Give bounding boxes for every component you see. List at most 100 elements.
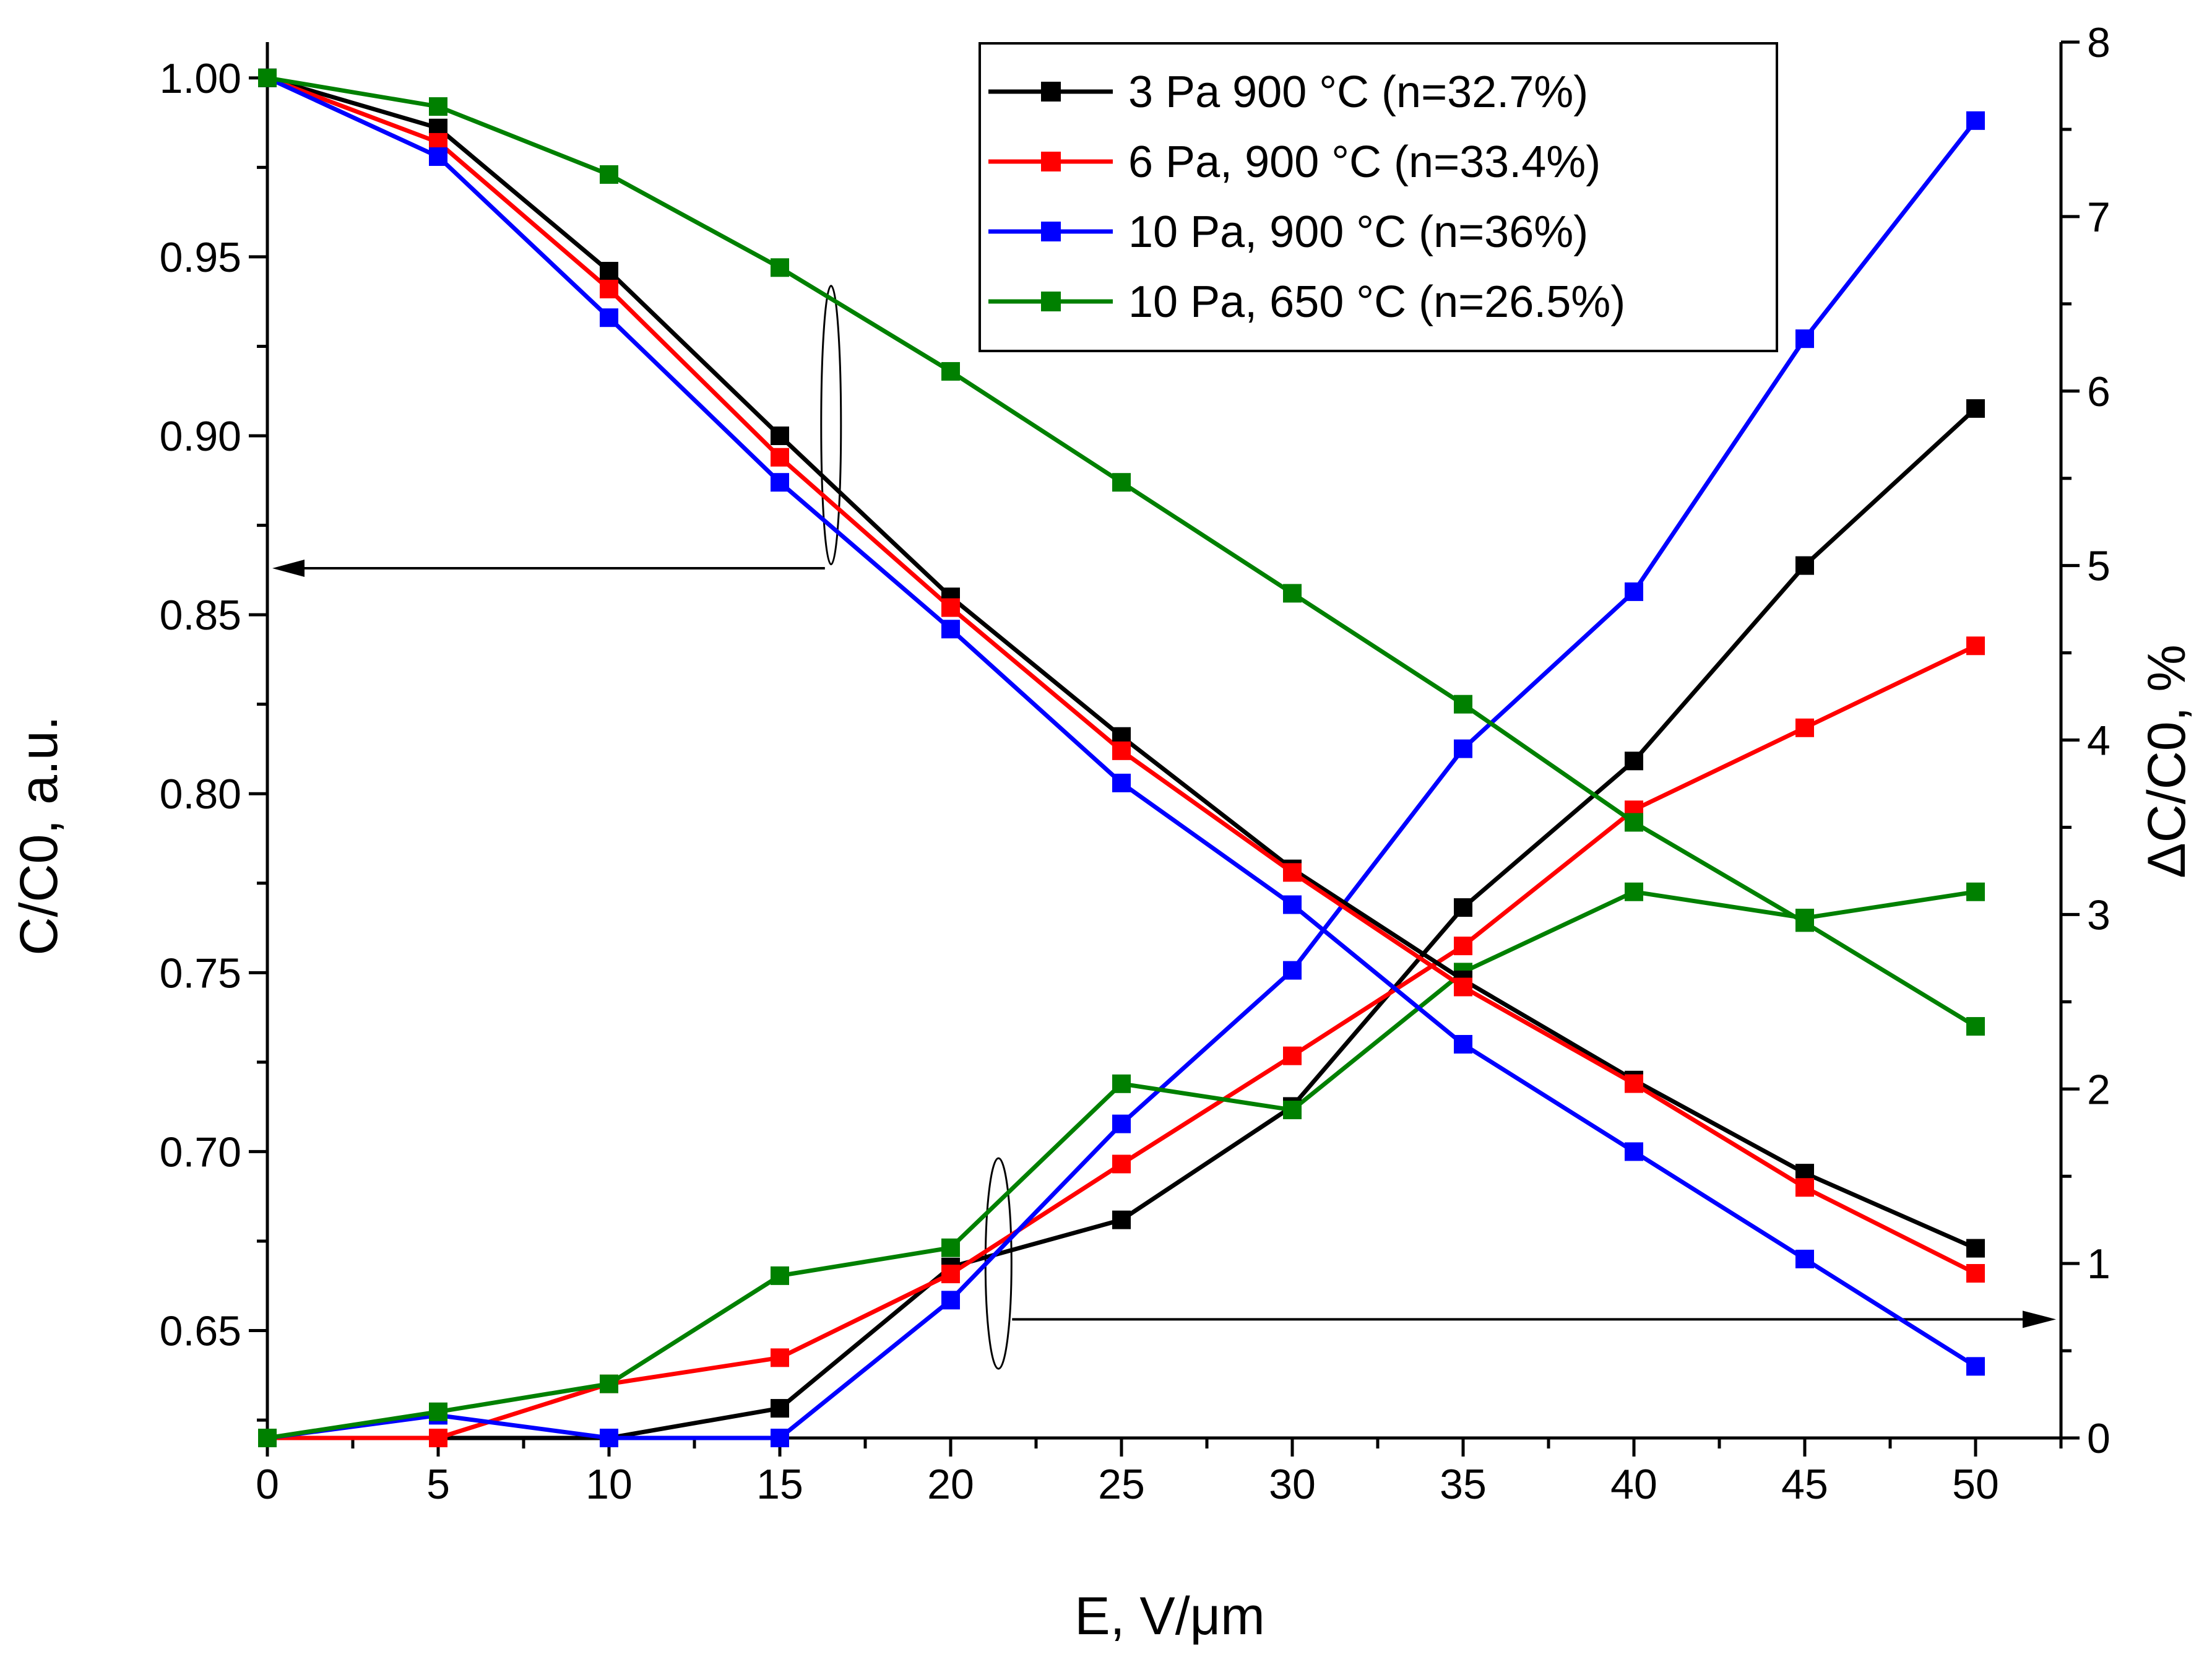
series-3-left-point [771, 258, 789, 277]
x-tick-label: 25 [1098, 1461, 1145, 1508]
series-1-left-point [1966, 1264, 1985, 1283]
right-axis-arrow-head [2023, 1310, 2056, 1328]
series-2-left-point [771, 473, 789, 492]
series-2-right-point [1966, 111, 1985, 130]
legend-swatch-marker [1041, 152, 1061, 171]
series-3-left-point [1454, 695, 1472, 714]
x-tick-label: 0 [256, 1461, 279, 1508]
annotations-group [272, 285, 2056, 1370]
series-3-left-point [600, 165, 618, 184]
series-0-right-point [1966, 399, 1985, 418]
x-tick-label: 15 [756, 1461, 803, 1508]
series-3-left-point [1625, 813, 1643, 832]
series-3-left-point [941, 362, 960, 381]
series-3-left-point [258, 68, 277, 87]
series-1-right-point [1112, 1154, 1131, 1174]
series-1-right-point [941, 1265, 960, 1284]
series-group [258, 68, 1985, 1447]
series-1-left-point [1625, 1074, 1643, 1093]
x-tick-label: 35 [1440, 1461, 1487, 1508]
series-2-right-point [1283, 961, 1302, 980]
legend: 3 Pa 900 °C (n=32.7%) 6 Pa, 900 °C (n=33.… [979, 42, 1778, 352]
series-0-right-point [1112, 1210, 1131, 1229]
y-left-tick-label: 0.70 [160, 1128, 241, 1176]
series-2-left-point [941, 620, 960, 639]
x-tick-label: 40 [1610, 1461, 1657, 1508]
y-right-tick-label: 0 [2087, 1415, 2110, 1462]
left-group-ellipse [820, 285, 842, 566]
series-2-right-point [941, 1291, 960, 1310]
y-left-tick-label: 1.00 [160, 55, 241, 102]
series-1-left-point [1112, 741, 1131, 760]
series-3-right-point [1283, 1101, 1302, 1120]
y-right-axis-title: ΔC/C0, % [2137, 644, 2197, 878]
series-2-left-point [1283, 895, 1302, 914]
series-2-right-point [600, 1429, 618, 1447]
series-3-left-point [1966, 1017, 1985, 1036]
x-tick-label: 50 [1952, 1461, 1999, 1508]
x-tick-label: 10 [585, 1461, 633, 1508]
series-0-right-point [1795, 556, 1814, 575]
series-3-right-point [429, 1402, 447, 1421]
y-right-tick-label: 1 [2087, 1241, 2110, 1288]
legend-swatch-marker [1041, 292, 1061, 311]
series-2-right-point [771, 1429, 789, 1447]
series-0-right-point [1454, 898, 1472, 917]
series-1-left-point [771, 448, 789, 467]
series-0-right-point [771, 1399, 789, 1418]
x-tick-label: 5 [426, 1461, 450, 1508]
series-2-left-point [1625, 1142, 1643, 1161]
series-1-left-point [1795, 1178, 1814, 1197]
series-2-left-point [1966, 1357, 1985, 1376]
series-0-left-point [771, 426, 789, 446]
series-2-right-point [1795, 329, 1814, 349]
axes-group: 0 5 10 15 20 25 30 35 40 45 500.650.700.750.800.85… [160, 19, 2110, 1508]
y-right-tick-label: 4 [2087, 717, 2110, 764]
x-axis-title: E, V/μm [1074, 1587, 1265, 1646]
series-1-right-point [771, 1348, 789, 1367]
series-0-right-point [1625, 751, 1643, 771]
left-axis-arrow-head [272, 559, 305, 577]
series-0-left-point [600, 262, 618, 281]
y-left-tick-label: 0.95 [160, 234, 241, 281]
series-3-left-point [429, 97, 447, 116]
y-left-tick-label: 0.90 [160, 413, 241, 460]
y-left-tick-label: 0.75 [160, 950, 241, 997]
y-right-tick-label: 3 [2087, 891, 2110, 938]
series-2-left-point [1112, 773, 1131, 792]
series-2-right-point [1625, 582, 1643, 601]
series-1-right-point [1454, 937, 1472, 956]
series-0-left-point [1966, 1239, 1985, 1258]
series-2-left-point [1454, 1034, 1472, 1054]
series-1-right-point [1795, 718, 1814, 737]
series-0-right-line [267, 407, 1977, 1440]
series-3-left-point [1283, 584, 1302, 603]
y-left-tick-label: 0.65 [160, 1308, 241, 1355]
series-3-right-point [1966, 882, 1985, 901]
y-right-tick-label: 5 [2087, 543, 2110, 590]
right-group-ellipse [984, 1157, 1013, 1370]
series-3-left-point [1795, 913, 1814, 932]
series-1-right-point [1966, 636, 1985, 656]
x-tick-label: 45 [1781, 1461, 1828, 1508]
series-1-left-point [941, 598, 960, 617]
series-1-right-point [1283, 1046, 1302, 1065]
y-right-tick-label: 6 [2087, 368, 2110, 415]
series-3-right-point [600, 1374, 618, 1393]
x-tick-label: 30 [1269, 1461, 1316, 1508]
legend-swatch-marker [1041, 82, 1061, 102]
y-left-tick-label: 0.85 [160, 592, 241, 639]
series-3-right-point [1112, 1074, 1131, 1093]
series-2-left-point [1795, 1249, 1814, 1268]
series-2-right-point [1454, 739, 1472, 758]
legend-label: 6 Pa, 900 °C (n=33.4%) [1128, 137, 1601, 187]
series-3-right-point [258, 1429, 277, 1447]
series-1-left-point [1283, 863, 1302, 882]
series-3-right-point [771, 1266, 789, 1285]
series-3-right-point [941, 1238, 960, 1257]
series-3-left-point [1112, 473, 1131, 492]
series-2-left-point [429, 147, 447, 167]
series-1-right-point [429, 1429, 447, 1447]
